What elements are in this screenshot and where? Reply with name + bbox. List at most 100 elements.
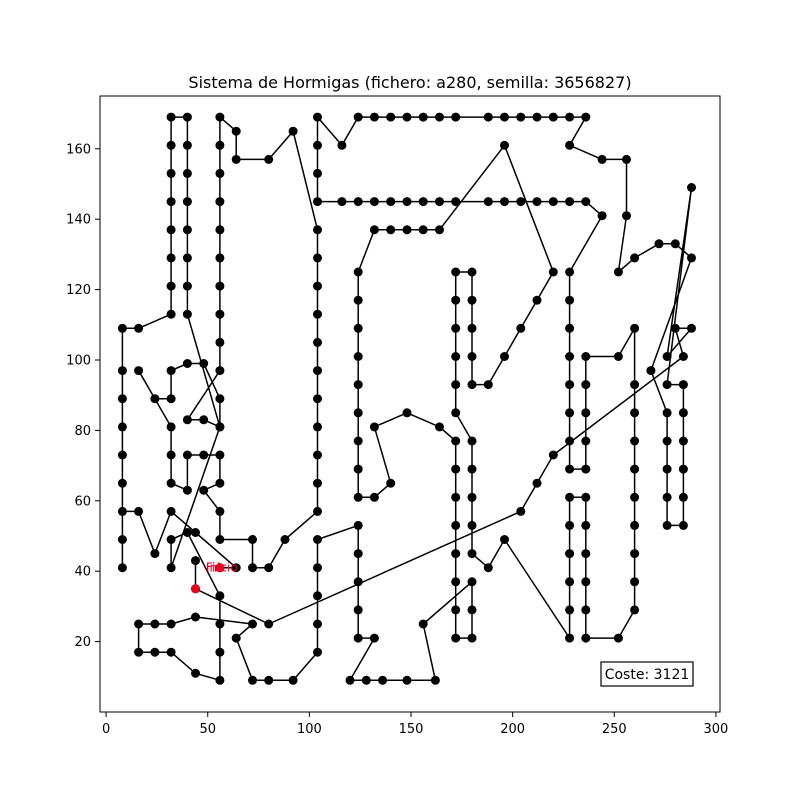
- city-point: [134, 366, 144, 376]
- city-point: [630, 549, 640, 559]
- city-point: [369, 225, 379, 235]
- city-point: [215, 140, 225, 150]
- city-point: [630, 492, 640, 502]
- city-point: [451, 464, 461, 474]
- city-point: [199, 359, 209, 368]
- city-point: [646, 366, 656, 376]
- city-point: [361, 675, 371, 685]
- city-point: [630, 380, 640, 390]
- city-point: [150, 549, 160, 559]
- city-point: [500, 112, 509, 122]
- city-point: [500, 140, 509, 150]
- city-point: [264, 154, 274, 164]
- city-point: [451, 520, 461, 530]
- city-point: [597, 211, 607, 221]
- city-point: [662, 352, 672, 361]
- city-point: [630, 323, 640, 333]
- city-point: [313, 422, 322, 432]
- city-point: [288, 675, 298, 685]
- city-point: [622, 154, 631, 164]
- city-point: [182, 359, 192, 368]
- city-point: [662, 436, 672, 446]
- city-point: [516, 506, 526, 516]
- city-point: [337, 197, 347, 207]
- city-point: [402, 225, 412, 235]
- city-point: [451, 436, 461, 446]
- city-point: [215, 422, 225, 432]
- city-point: [215, 394, 225, 404]
- city-point: [386, 112, 396, 122]
- city-point: [182, 197, 192, 207]
- city-point: [581, 633, 591, 643]
- city-point: [451, 492, 461, 502]
- city-point: [378, 675, 388, 685]
- city-point: [687, 253, 696, 263]
- city-point: [516, 197, 526, 207]
- city-point: [337, 140, 347, 150]
- city-point: [565, 140, 575, 150]
- y-tick-label: 40: [74, 565, 91, 580]
- city-point: [117, 323, 127, 333]
- city-point: [565, 352, 575, 361]
- y-tick-label: 60: [74, 494, 91, 509]
- city-point: [451, 605, 461, 615]
- city-point: [597, 154, 607, 164]
- city-point: [199, 485, 209, 495]
- city-point: [166, 535, 176, 544]
- city-point: [565, 464, 575, 474]
- city-point: [182, 112, 192, 122]
- city-point: [166, 281, 176, 291]
- city-point: [345, 675, 355, 685]
- city-point: [353, 267, 363, 277]
- y-tick-label: 120: [66, 283, 91, 298]
- city-point: [451, 633, 461, 643]
- city-point: [150, 394, 160, 404]
- city-point: [264, 563, 274, 573]
- city-point: [630, 253, 640, 263]
- cost-box: Coste: 3121: [600, 661, 694, 687]
- city-point: [662, 380, 672, 390]
- city-point: [662, 408, 672, 418]
- city-point: [581, 492, 591, 502]
- city-point: [166, 225, 176, 235]
- city-point: [678, 352, 688, 361]
- city-point: [182, 225, 192, 235]
- x-tick-label: 150: [399, 722, 424, 737]
- city-point: [117, 506, 127, 516]
- city-point: [548, 197, 558, 207]
- city-point: [565, 549, 575, 559]
- cost-box-frame: [600, 661, 694, 687]
- city-point: [313, 563, 322, 573]
- city-point: [678, 408, 688, 418]
- x-tick-label: 300: [704, 722, 729, 737]
- city-point: [451, 380, 461, 390]
- city-point: [215, 535, 225, 544]
- city-point: [565, 520, 575, 530]
- city-point: [451, 323, 461, 333]
- city-point: [313, 394, 322, 404]
- city-point: [532, 478, 542, 488]
- city-point: [134, 647, 144, 657]
- city-point: [613, 352, 623, 361]
- city-point: [191, 612, 200, 622]
- cost-label: Coste: 3121: [605, 667, 690, 683]
- city-point: [467, 295, 477, 305]
- city-point: [467, 464, 477, 474]
- city-point: [313, 450, 322, 460]
- city-point: [630, 577, 640, 587]
- city-point: [581, 112, 591, 122]
- city-point: [467, 605, 477, 615]
- city-point: [451, 112, 461, 122]
- city-point: [467, 520, 477, 530]
- city-point: [451, 577, 461, 587]
- city-point: [386, 478, 396, 488]
- city-point: [166, 506, 176, 516]
- city-point: [369, 422, 379, 432]
- city-point: [430, 675, 440, 685]
- city-point: [166, 478, 176, 488]
- x-tick-label: 250: [602, 722, 627, 737]
- city-point: [483, 563, 493, 573]
- city-point: [166, 140, 176, 150]
- city-point: [280, 535, 290, 544]
- city-point: [166, 647, 176, 657]
